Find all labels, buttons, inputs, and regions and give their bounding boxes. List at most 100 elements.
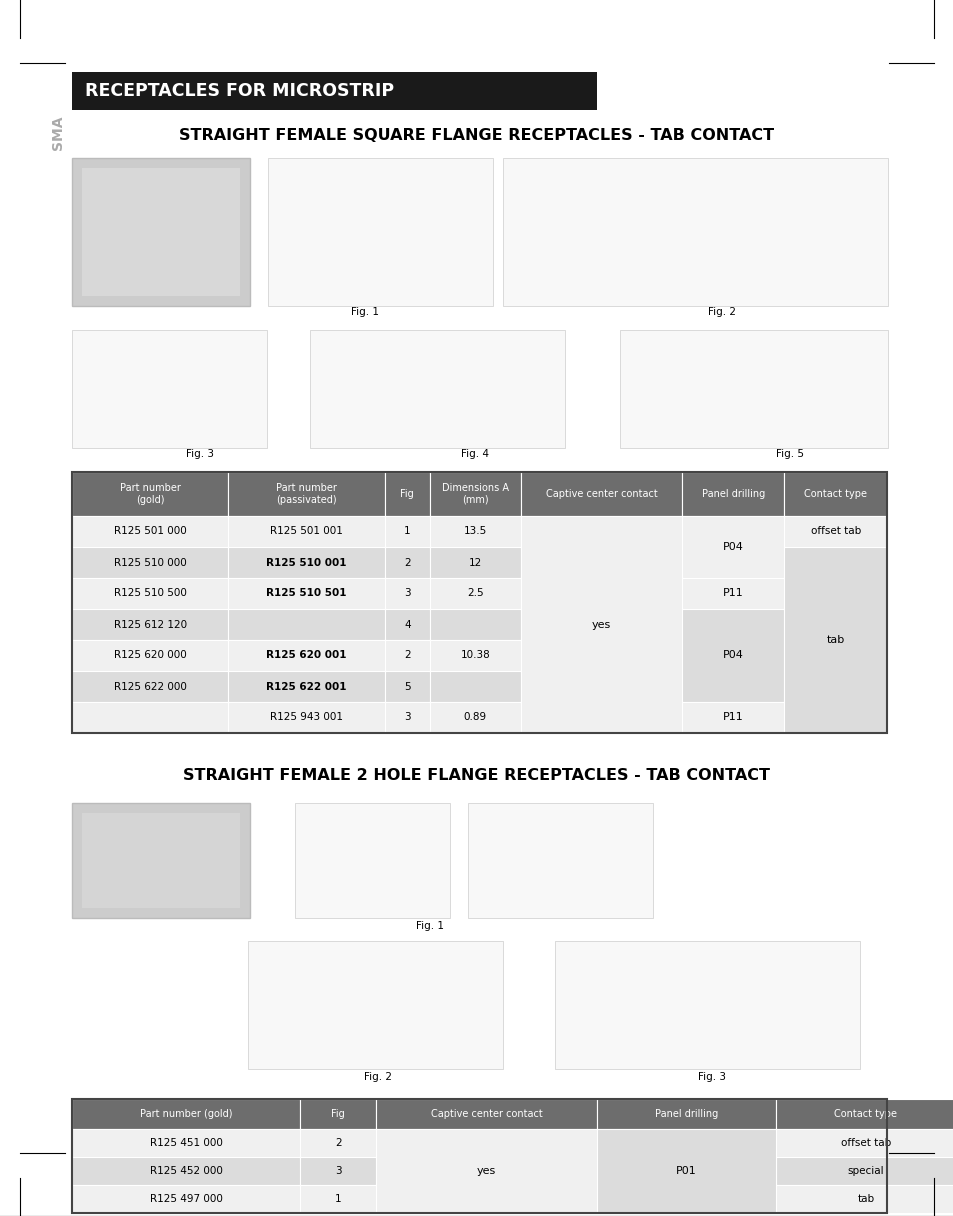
Text: offset tab: offset tab xyxy=(840,1138,890,1148)
Text: P11: P11 xyxy=(722,589,743,598)
Bar xyxy=(71,1156,300,1186)
Bar xyxy=(71,578,228,609)
Text: R125 622 001: R125 622 001 xyxy=(266,681,347,692)
Bar xyxy=(555,941,859,1069)
Text: Captive center contact: Captive center contact xyxy=(430,1109,541,1119)
Bar xyxy=(776,1156,953,1186)
Bar xyxy=(228,640,385,671)
Bar xyxy=(468,803,652,918)
Text: Panel drilling: Panel drilling xyxy=(654,1109,718,1119)
Bar xyxy=(385,609,430,640)
Bar xyxy=(71,803,250,918)
Text: Part number
(gold): Part number (gold) xyxy=(120,483,180,505)
Bar xyxy=(783,472,886,516)
Bar xyxy=(430,609,520,640)
Text: 1: 1 xyxy=(404,527,410,536)
Bar xyxy=(228,516,385,547)
Bar xyxy=(681,609,783,702)
Bar xyxy=(228,472,385,516)
Bar xyxy=(71,671,228,702)
Text: R125 620 000: R125 620 000 xyxy=(113,651,187,660)
Text: Fig. 2: Fig. 2 xyxy=(364,1073,392,1082)
Bar xyxy=(385,547,430,578)
Text: R125 620 001: R125 620 001 xyxy=(266,651,347,660)
Text: Fig. 3: Fig. 3 xyxy=(698,1073,725,1082)
Bar xyxy=(597,1099,776,1128)
Text: R125 510 001: R125 510 001 xyxy=(266,557,347,568)
Bar xyxy=(385,516,430,547)
Text: Fig. 2: Fig. 2 xyxy=(707,306,735,317)
Bar xyxy=(71,472,228,516)
Bar xyxy=(82,814,240,908)
Text: Fig. 4: Fig. 4 xyxy=(460,449,489,458)
Bar xyxy=(228,702,385,733)
Text: yes: yes xyxy=(476,1166,496,1176)
Bar xyxy=(597,1128,776,1214)
Bar xyxy=(681,472,783,516)
Bar xyxy=(776,1099,953,1128)
Bar xyxy=(385,640,430,671)
Bar xyxy=(248,941,502,1069)
Bar xyxy=(430,671,520,702)
Text: R125 501 000: R125 501 000 xyxy=(113,527,187,536)
Bar xyxy=(71,1099,886,1214)
Text: Contact type: Contact type xyxy=(803,489,866,499)
Text: 10.38: 10.38 xyxy=(460,651,490,660)
Text: R125 622 000: R125 622 000 xyxy=(113,681,187,692)
Bar xyxy=(375,1099,597,1128)
Text: 2: 2 xyxy=(335,1138,341,1148)
Bar xyxy=(71,72,597,109)
Bar xyxy=(294,803,450,918)
Text: STRAIGHT FEMALE 2 HOLE FLANGE RECEPTACLES - TAB CONTACT: STRAIGHT FEMALE 2 HOLE FLANGE RECEPTACLE… xyxy=(183,767,770,783)
Bar xyxy=(430,702,520,733)
Text: Fig: Fig xyxy=(331,1109,345,1119)
Text: R125 510 000: R125 510 000 xyxy=(113,557,187,568)
Text: offset tab: offset tab xyxy=(810,527,860,536)
Bar xyxy=(71,1186,300,1214)
Bar xyxy=(375,1128,597,1214)
Bar xyxy=(71,472,886,733)
Bar xyxy=(385,702,430,733)
Text: Fig. 5: Fig. 5 xyxy=(775,449,803,458)
Text: 13.5: 13.5 xyxy=(463,527,487,536)
Bar xyxy=(776,1128,953,1156)
Bar xyxy=(300,1156,375,1186)
Bar xyxy=(681,578,783,609)
Text: tab: tab xyxy=(857,1194,874,1204)
Bar xyxy=(520,472,681,516)
Bar xyxy=(776,1186,953,1214)
Text: 1: 1 xyxy=(335,1194,341,1204)
Bar xyxy=(228,609,385,640)
Bar xyxy=(520,516,681,733)
Text: Contact type: Contact type xyxy=(834,1109,897,1119)
Bar xyxy=(430,547,520,578)
Text: 2: 2 xyxy=(404,557,410,568)
Text: Fig: Fig xyxy=(400,489,414,499)
Text: yes: yes xyxy=(592,619,611,630)
Text: Fig. 1: Fig. 1 xyxy=(351,306,378,317)
Text: R125 452 000: R125 452 000 xyxy=(150,1166,222,1176)
Text: Part number (gold): Part number (gold) xyxy=(140,1109,233,1119)
Bar xyxy=(228,547,385,578)
Text: Fig. 1: Fig. 1 xyxy=(416,921,443,931)
Text: RECEPTACLES FOR MICROSTRIP: RECEPTACLES FOR MICROSTRIP xyxy=(85,81,394,100)
Text: special: special xyxy=(846,1166,883,1176)
Text: 2.5: 2.5 xyxy=(467,589,483,598)
Bar xyxy=(385,671,430,702)
Bar xyxy=(268,158,493,306)
Text: 3: 3 xyxy=(404,713,410,722)
Text: Dimensions A
(mm): Dimensions A (mm) xyxy=(441,483,508,505)
Bar xyxy=(71,516,228,547)
Bar xyxy=(71,547,228,578)
Text: R125 451 000: R125 451 000 xyxy=(150,1138,222,1148)
Bar xyxy=(783,516,886,547)
Text: R125 943 001: R125 943 001 xyxy=(270,713,343,722)
Text: 0.89: 0.89 xyxy=(463,713,486,722)
Text: 2: 2 xyxy=(404,651,410,660)
Text: R125 510 501: R125 510 501 xyxy=(266,589,347,598)
Text: R125 497 000: R125 497 000 xyxy=(150,1194,222,1204)
Text: R125 510 500: R125 510 500 xyxy=(113,589,187,598)
Bar xyxy=(228,671,385,702)
Bar xyxy=(71,330,267,447)
Bar xyxy=(681,516,783,578)
